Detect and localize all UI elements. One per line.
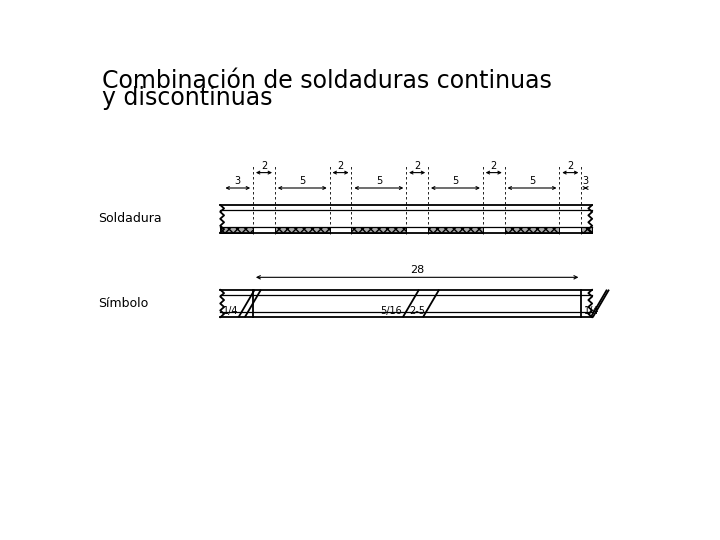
Text: Soldadura: Soldadura (98, 212, 161, 225)
Text: 2: 2 (338, 161, 343, 171)
Text: 1/4: 1/4 (585, 306, 600, 316)
Text: 5: 5 (299, 177, 305, 186)
Bar (220, 227, 253, 233)
Bar (505, 227, 559, 233)
Text: y discontinuas: y discontinuas (102, 86, 273, 110)
Text: 2-5: 2-5 (410, 306, 426, 316)
Bar (275, 227, 330, 233)
Text: 1/4: 1/4 (223, 306, 239, 316)
Text: 3: 3 (582, 177, 589, 186)
Bar (581, 227, 593, 233)
Text: 2: 2 (567, 161, 573, 171)
Text: 3: 3 (235, 177, 240, 186)
Text: Símbolo: Símbolo (98, 297, 148, 310)
Text: 5: 5 (452, 177, 459, 186)
Text: 2: 2 (261, 161, 267, 171)
Text: Combinación de soldaduras continuas: Combinación de soldaduras continuas (102, 69, 552, 93)
Text: 5: 5 (529, 177, 535, 186)
Text: 28: 28 (410, 265, 424, 275)
Text: 5/16: 5/16 (380, 306, 402, 316)
Text: 2: 2 (490, 161, 497, 171)
Bar (351, 227, 406, 233)
Bar (428, 227, 483, 233)
Text: 5: 5 (376, 177, 382, 186)
Text: 2: 2 (414, 161, 420, 171)
